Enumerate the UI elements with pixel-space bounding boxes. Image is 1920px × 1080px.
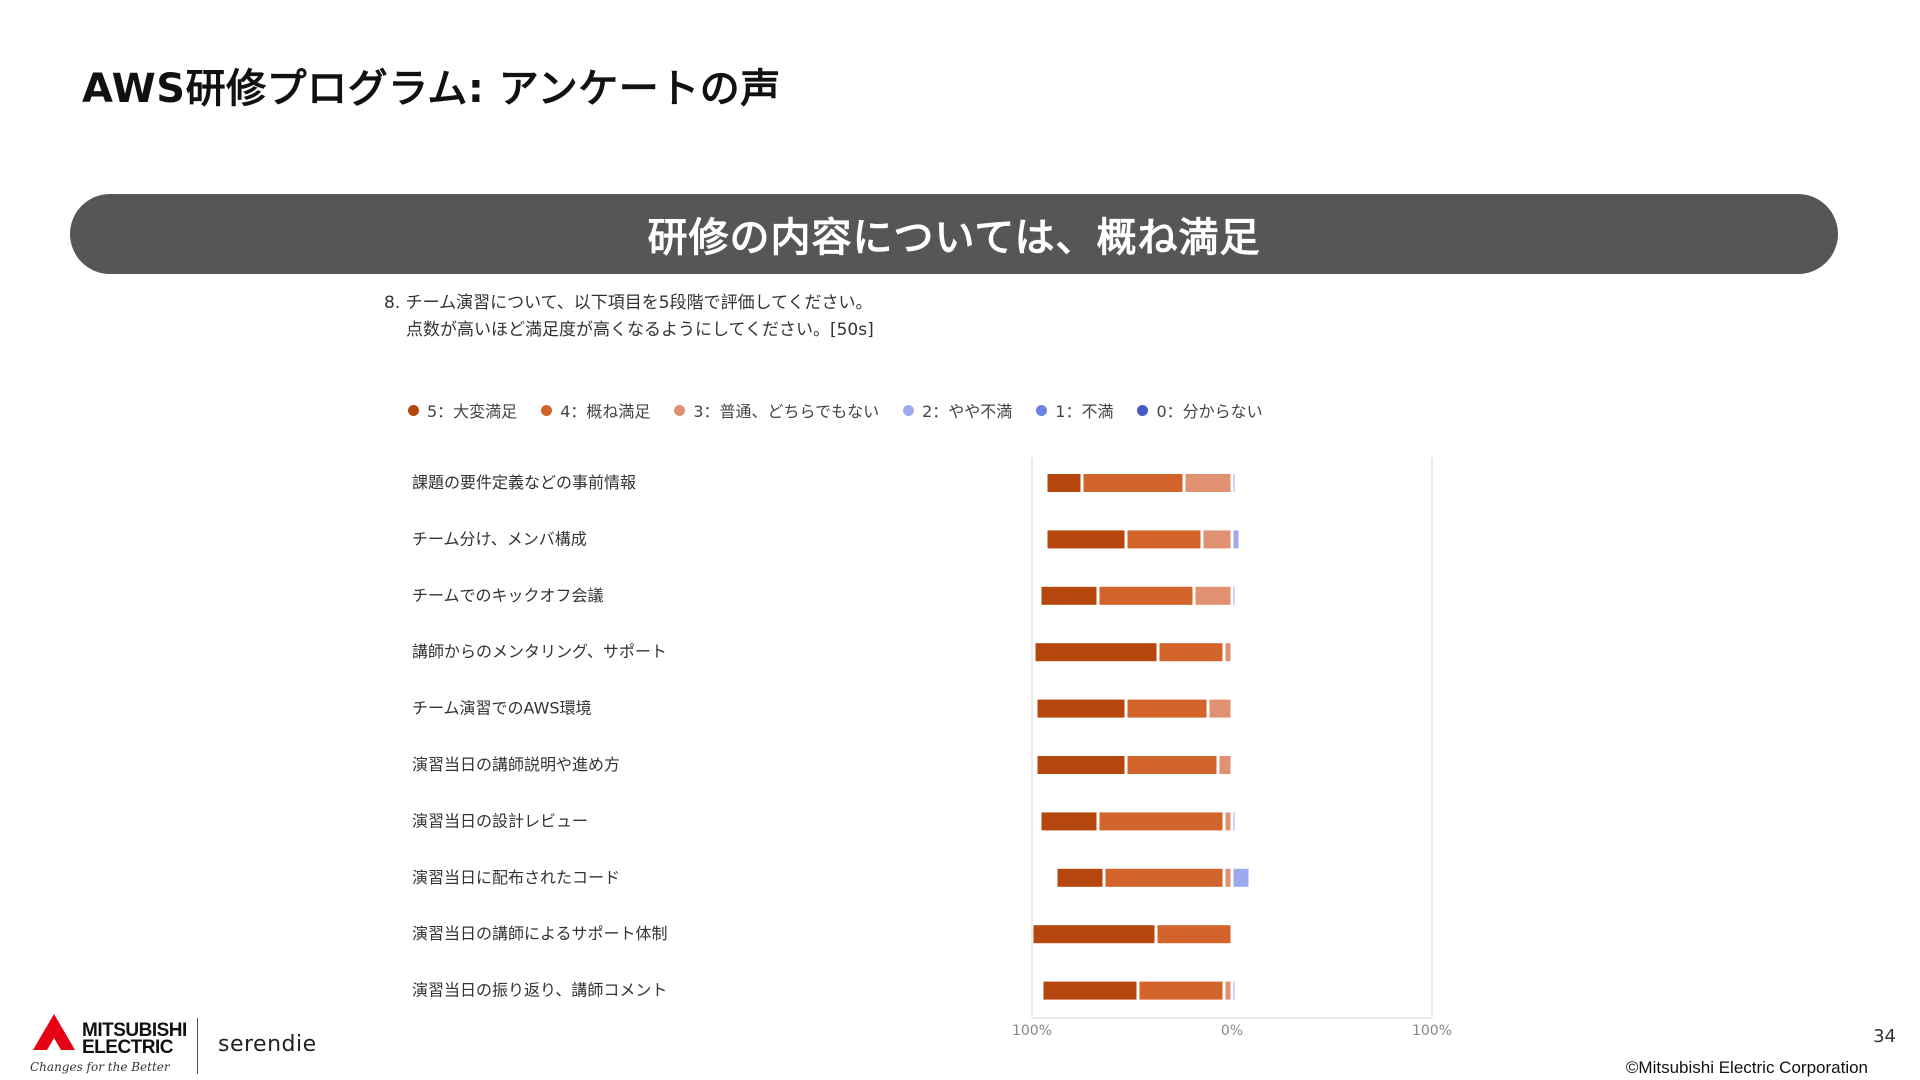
survey-question: 8. チーム演習について、以下項目を5段階で評価してください。 点数が高いほど満… — [384, 290, 874, 344]
legend-label-5: 0：分からない — [1156, 402, 1263, 421]
category-label-1: チーム分け、メンバ構成 — [412, 529, 587, 548]
bar-r0-s1 — [1083, 474, 1183, 492]
bar-r0-s0 — [1047, 474, 1081, 492]
category-label-5: 演習当日の講師説明や進め方 — [412, 755, 620, 774]
bar-r4-s2 — [1209, 699, 1231, 718]
bar-r2-s2 — [1195, 586, 1231, 605]
legend-swatch-3 — [903, 404, 915, 416]
legend-item-4: 1：不満 — [1036, 398, 1113, 422]
legend-item-0: 5：大変満足 — [408, 398, 517, 422]
bar-r1-s1 — [1127, 530, 1201, 549]
legend-item-1: 4：概ね満足 — [541, 398, 650, 422]
category-label-3: 講師からのメンタリング、サポート — [412, 642, 667, 661]
brand-name-line-2: ELECTRIC — [82, 1037, 173, 1058]
bar-r4-s0 — [1037, 699, 1125, 718]
serendie-logo: serendie — [218, 1032, 317, 1057]
legend-swatch-1 — [541, 404, 553, 416]
bar-r2-s1 — [1099, 586, 1193, 605]
legend-swatch-2 — [674, 404, 686, 416]
brand-name: MITSUBISHI ELECTRIC — [82, 1020, 187, 1058]
bar-r8-s0 — [1033, 925, 1155, 944]
legend-swatch-5 — [1137, 404, 1149, 416]
bar-r8-s1 — [1157, 925, 1231, 944]
bar-r3-s0 — [1035, 643, 1157, 662]
bar-r7-s0 — [1057, 868, 1103, 887]
legend-label-4: 1：不満 — [1055, 402, 1114, 421]
x-tick-label-2: 100% — [1412, 1023, 1452, 1039]
bar-r1-s3 — [1233, 530, 1239, 549]
bar-r7-s2 — [1225, 868, 1231, 887]
category-label-8: 演習当日の講師によるサポート体制 — [412, 924, 668, 943]
legend-label-2: 3：普通、どちらでもない — [693, 402, 880, 421]
legend-item-5: 0：分からない — [1137, 398, 1263, 422]
category-label-4: チーム演習でのAWS環境 — [412, 699, 592, 718]
x-tick-label-1: 0% — [1221, 1023, 1243, 1039]
bar-r7-s3 — [1233, 868, 1249, 887]
category-label-6: 演習当日の設計レビュー — [412, 811, 588, 830]
bar-r0-s2 — [1185, 474, 1231, 492]
bar-r3-s1 — [1159, 643, 1223, 662]
legend-label-1: 4：概ね満足 — [560, 402, 651, 421]
category-label-2: チームでのキックオフ会議 — [412, 586, 604, 605]
survey-question-line-2: 点数が高いほど満足度が高くなるようにしてください。[50s] — [406, 320, 874, 340]
brand-tagline: Changes for the Better — [30, 1060, 170, 1074]
bar-r5-s1 — [1127, 756, 1217, 774]
bar-r6-s2 — [1225, 812, 1231, 831]
category-label-0: 課題の要件定義などの事前情報 — [412, 473, 636, 492]
slide-title: AWS研修プログラム: アンケートの声 — [82, 66, 781, 112]
bar-r3-s2 — [1225, 643, 1231, 662]
bar-r1-s2 — [1203, 530, 1231, 549]
footer-divider — [197, 1018, 198, 1074]
bar-r9-s1 — [1139, 981, 1223, 1000]
bar-r5-s2 — [1219, 756, 1231, 774]
category-label-7: 演習当日に配布されたコード — [412, 868, 620, 887]
x-tick-label-0: 100% — [1012, 1023, 1052, 1039]
chart-legend: 5：大変満足 4：概ね満足 3：普通、どちらでもない 2：やや不満 1：不満 0：分からな… — [408, 398, 1263, 422]
bar-r2-s3 — [1233, 586, 1235, 605]
legend-item-3: 2：やや不満 — [903, 398, 1012, 422]
legend-swatch-4 — [1036, 404, 1048, 416]
bar-r6-s3 — [1233, 812, 1235, 831]
bar-r9-s3 — [1233, 981, 1235, 1000]
bar-r9-s0 — [1043, 981, 1137, 1000]
legend-item-2: 3：普通、どちらでもない — [674, 398, 879, 422]
legend-swatch-0 — [408, 404, 419, 416]
bar-r0-s3 — [1233, 474, 1235, 492]
page-number: 34 — [1873, 1026, 1896, 1047]
summary-banner: 研修の内容については、概ね満足 — [70, 194, 1838, 274]
summary-banner-text: 研修の内容については、概ね満足 — [647, 215, 1261, 261]
bar-r2-s0 — [1041, 586, 1097, 605]
brand-name-line-1: MITSUBISHI — [82, 1020, 187, 1041]
copyright: ©Mitsubishi Electric Corporation — [1625, 1058, 1868, 1077]
bar-r1-s0 — [1047, 530, 1125, 549]
category-label-9: 演習当日の振り返り、講師コメント — [412, 981, 667, 1000]
bar-r7-s1 — [1105, 868, 1223, 887]
mitsubishi-logo-icon — [33, 1014, 75, 1050]
bar-r6-s0 — [1041, 812, 1097, 831]
bar-r4-s1 — [1127, 699, 1207, 718]
survey-question-line-1: 8. チーム演習について、以下項目を5段階で評価してください。 — [384, 293, 873, 313]
bar-r5-s0 — [1037, 756, 1125, 774]
legend-label-3: 2：やや不満 — [922, 402, 1013, 421]
bar-r6-s1 — [1099, 812, 1223, 831]
legend-label-0: 5：大変満足 — [427, 402, 518, 421]
bar-r9-s2 — [1225, 981, 1231, 1000]
